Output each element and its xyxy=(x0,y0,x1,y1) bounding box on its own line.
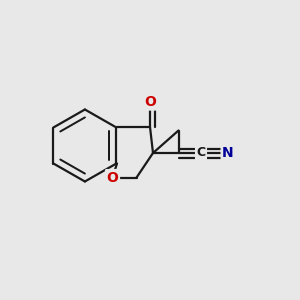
Text: O: O xyxy=(106,171,119,184)
Text: N: N xyxy=(222,146,234,160)
Text: C: C xyxy=(196,146,206,160)
Text: O: O xyxy=(144,95,156,109)
